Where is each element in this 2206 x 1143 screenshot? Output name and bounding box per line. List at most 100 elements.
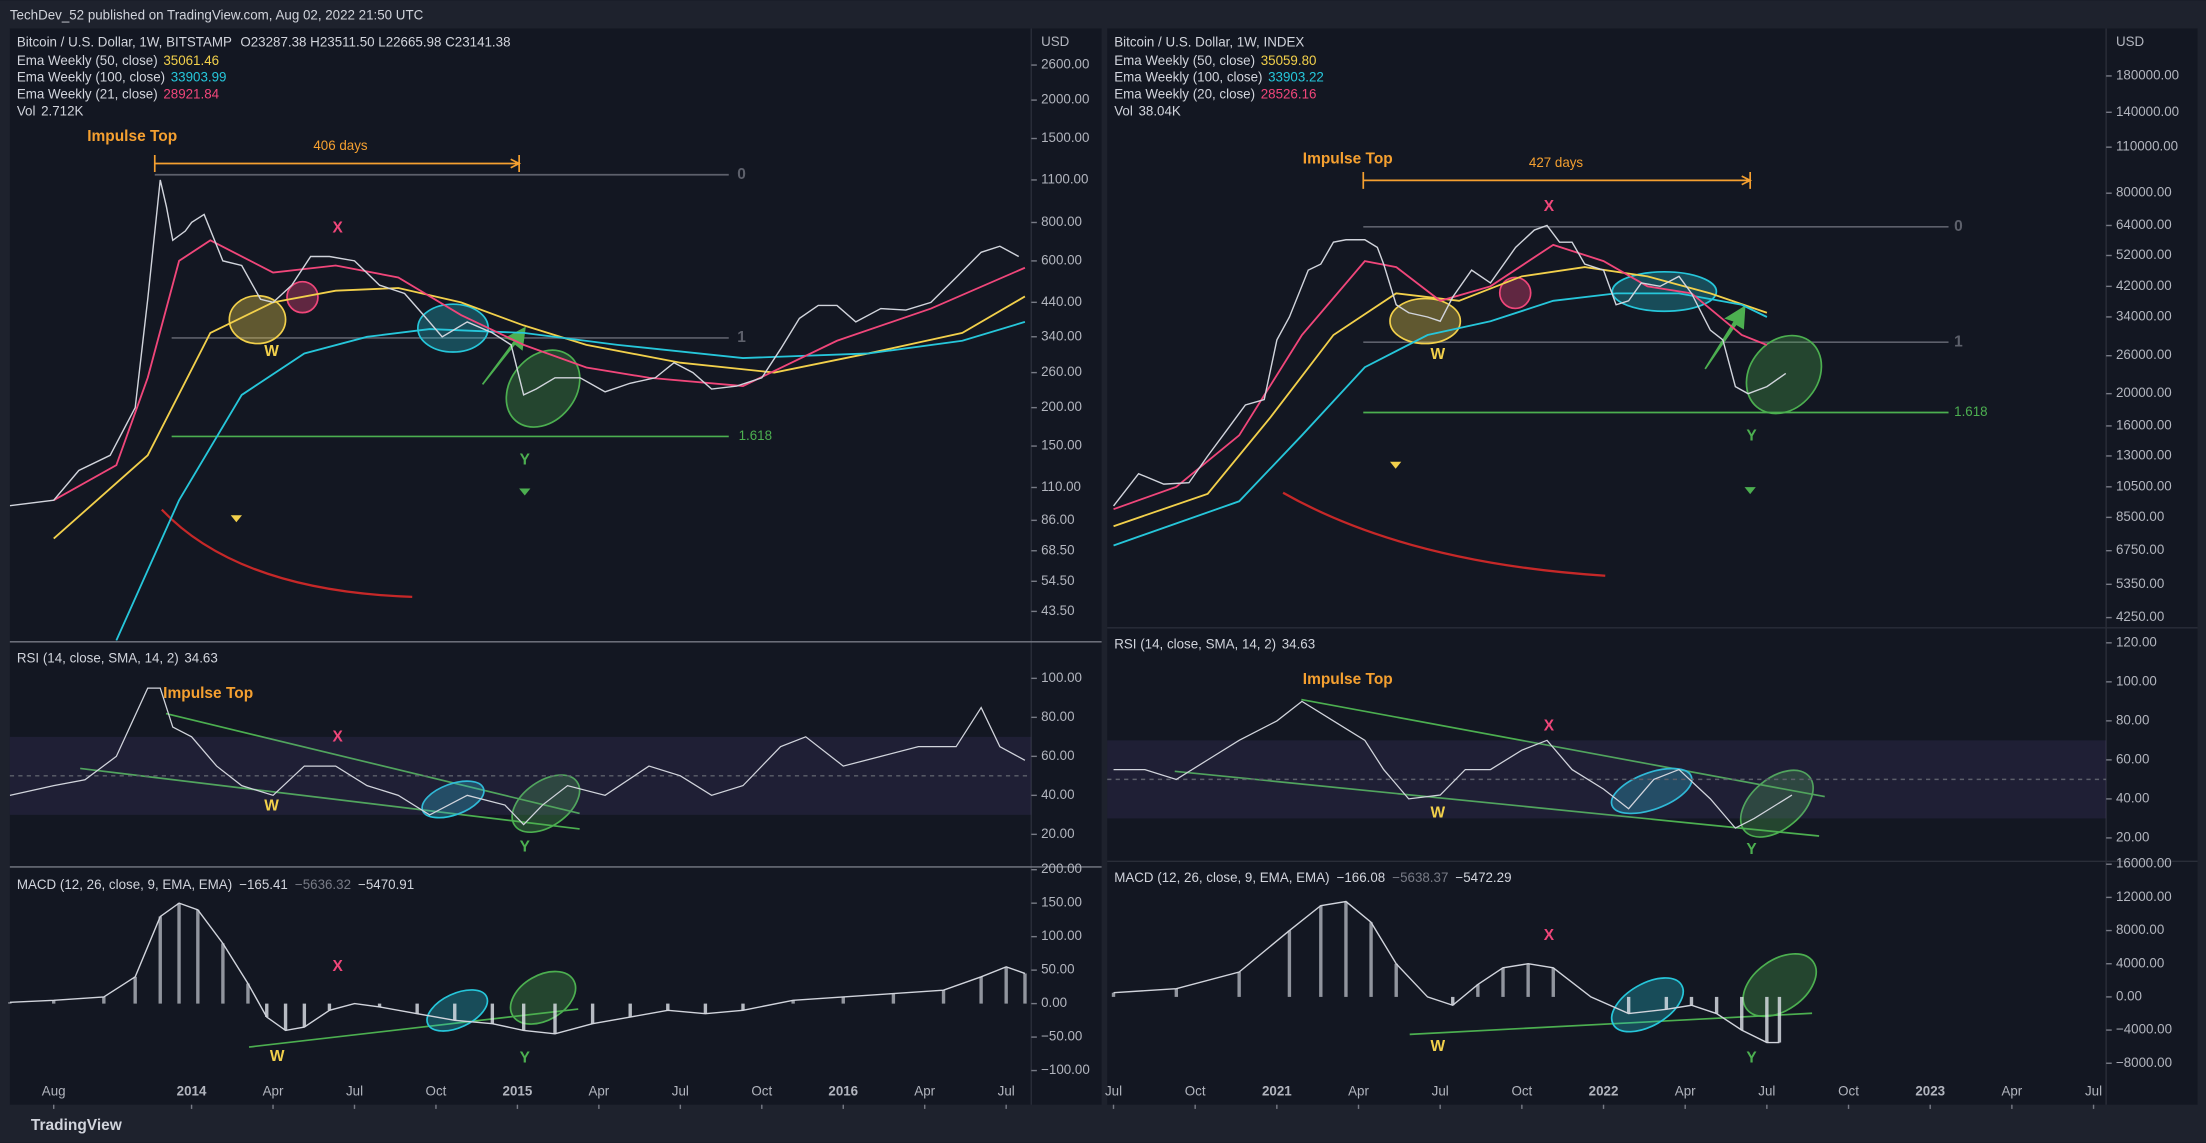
currency: USD	[2116, 34, 2145, 49]
macd-histogram	[741, 1003, 745, 1011]
annotation: Impulse Top	[87, 128, 177, 145]
y-tick-label: 26000.00	[2116, 347, 2172, 362]
y-tick-label: 100.00	[1041, 928, 1082, 943]
y-tick-label: 440.00	[1041, 294, 1082, 309]
macd-histogram	[628, 1003, 632, 1017]
macd-histogram	[1344, 901, 1348, 997]
y-tick-label: 110.00	[1041, 479, 1081, 494]
left-panel	[9, 28, 1102, 1105]
y-tick-label: 40.00	[1041, 787, 1074, 802]
ema-legend: Ema Weekly (100, close) 33903.99	[17, 69, 227, 84]
ema-legend: Ema Weekly (20, close) 28526.16	[1114, 86, 1316, 101]
y-tick-label: 1500.00	[1041, 130, 1089, 145]
annotation: W	[264, 798, 279, 815]
y-tick-label: 60.00	[1041, 748, 1074, 763]
annotation: Y	[1746, 428, 1757, 445]
annotation: W	[1431, 1038, 1446, 1055]
y-tick-label: 68.50	[1041, 542, 1074, 557]
macd-value: −5638.37	[1392, 870, 1448, 885]
macd-histogram	[8, 1002, 12, 1004]
macd-histogram	[1451, 996, 1455, 1006]
annotation: Impulse Top	[163, 685, 253, 702]
x-tick-label: 2021	[1262, 1084, 1292, 1099]
x-tick-label: Apr	[263, 1084, 284, 1099]
macd-histogram	[1004, 966, 1008, 1004]
y-tick-label: 0.00	[2116, 988, 2142, 1003]
annotation: 1.618	[739, 428, 772, 443]
y-tick-label: 800.00	[1041, 214, 1082, 229]
ema-value: 28526.16	[1261, 86, 1317, 101]
macd-histogram	[453, 1003, 457, 1021]
annotation: 1	[737, 329, 746, 346]
rsi-label: RSI (14, close, SMA, 14, 2)	[1114, 636, 1276, 651]
y-tick-label: 52000.00	[2116, 247, 2172, 262]
rsi-value: 34.63	[1282, 636, 1315, 651]
y-tick-label: 40.00	[2116, 790, 2149, 805]
series-line	[1113, 900, 1780, 1044]
annotation: X	[1544, 198, 1555, 215]
macd-label: MACD (12, 26, close, 9, EMA, EMA)	[17, 877, 232, 892]
rsi-label: RSI (14, close, SMA, 14, 2)	[17, 650, 179, 665]
y-tick-label: 4250.00	[2116, 609, 2164, 624]
ema-label: Ema Weekly (20, close)	[1114, 86, 1255, 101]
y-tick-label: −100.00	[1041, 1062, 1090, 1077]
macd-histogram	[246, 983, 250, 1004]
x-tick-label: Jul	[346, 1084, 363, 1099]
macd-histogram	[265, 1003, 269, 1017]
ema-label: Ema Weekly (21, close)	[17, 86, 158, 101]
series-line	[53, 239, 1026, 501]
vol-value: 2.712K	[41, 103, 83, 118]
x-tick-label: Apr	[588, 1084, 609, 1099]
series-line	[1113, 700, 1793, 829]
annotation: 406 days	[313, 138, 368, 153]
footer-logo[interactable]: TradingView	[31, 1117, 123, 1134]
macd-histogram	[1111, 992, 1116, 997]
macd-histogram	[302, 1003, 307, 1028]
macd-histogram	[283, 1003, 288, 1031]
annotation: Y	[520, 451, 531, 468]
macd-histogram	[941, 990, 946, 1004]
macd-value: −166.08	[1337, 870, 1386, 885]
macd-value: −5470.91	[358, 877, 414, 892]
macd-legend: MACD (12, 26, close, 9, EMA, EMA) −166.08…	[1114, 870, 1511, 885]
macd-histogram	[1664, 996, 1669, 1010]
annotation: Impulse Top	[1303, 671, 1393, 688]
macd-histogram	[1689, 996, 1694, 1006]
macd-histogram	[1319, 905, 1323, 997]
x-tick-label: 2023	[1915, 1084, 1945, 1099]
annotation: X	[332, 958, 343, 975]
macd-histogram	[1714, 996, 1719, 1014]
annotation: X	[1544, 927, 1555, 944]
macd-histogram	[1476, 984, 1480, 997]
y-tick-label: 260.00	[1041, 364, 1082, 379]
x-tick-label: Apr	[1675, 1084, 1696, 1099]
macd-histogram	[102, 996, 106, 1004]
ema-value: 35059.80	[1261, 52, 1317, 67]
macd-histogram	[377, 1003, 382, 1007]
ema-value: 28921.84	[163, 86, 219, 101]
y-tick-label: 10500.00	[2116, 478, 2172, 493]
y-tick-label: 110000.00	[2116, 139, 2178, 154]
series-line	[1112, 224, 1787, 507]
y-tick-label: 12000.00	[2116, 889, 2172, 904]
symbol-legend: Bitcoin / U.S. Dollar, 1W, BITSTAMP O2328…	[17, 34, 511, 49]
macd-histogram	[415, 1003, 419, 1014]
y-tick-label: 54.50	[1041, 573, 1074, 588]
y-tick-label: 60.00	[2116, 751, 2149, 766]
y-tick-label: 80.00	[1041, 709, 1074, 724]
vol-label: Vol	[1114, 103, 1133, 118]
y-tick-label: 140000.00	[2116, 104, 2179, 119]
y-tick-label: 80.00	[2116, 712, 2149, 727]
y-tick-label: 100.00	[2116, 673, 2157, 688]
y-tick-label: 50.00	[1041, 962, 1074, 977]
macd-histogram	[177, 903, 181, 1004]
ema-legend: Ema Weekly (50, close) 35061.46	[17, 52, 219, 67]
y-tick-label: 5350.00	[2116, 576, 2164, 591]
ema-value: 33903.99	[171, 69, 227, 84]
macd-histogram	[1501, 967, 1505, 997]
x-tick-label: 2016	[828, 1084, 858, 1099]
macd-histogram	[979, 976, 983, 1004]
y-tick-label: −4000.00	[2116, 1022, 2172, 1037]
y-tick-label: 340.00	[1041, 328, 1082, 343]
